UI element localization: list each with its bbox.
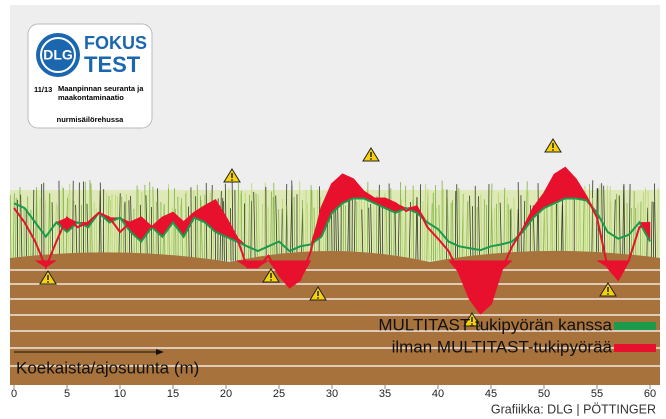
warning-dot [270, 279, 272, 281]
logo-subtitle: Maanpinnan seuranta ja maakontaminaatio [58, 84, 146, 102]
legend-swatch [614, 344, 656, 352]
x-tick-label: 60 [644, 388, 656, 400]
x-tick-label: 35 [379, 388, 391, 400]
x-tick-label: 50 [538, 388, 550, 400]
grass-blade [46, 200, 47, 262]
source: Grafiikka: DLG | PÖTTINGER [491, 402, 656, 416]
x-tick-label: 20 [220, 388, 232, 400]
x-tick-label: 5 [64, 388, 70, 400]
logo-mark: DLG [43, 47, 73, 63]
warning-dot [47, 281, 49, 283]
logo-subtitle2: nurmisäilörehussa [57, 115, 125, 124]
logo-fokus: FOKUS [84, 33, 147, 53]
x-tick-label: 0 [11, 388, 17, 400]
x-tick-label: 25 [273, 388, 285, 400]
x-tick-label: 30 [326, 388, 338, 400]
logo-test: TEST [84, 52, 141, 77]
logo-sub-wrap: Maanpinnan seuranta ja maakontaminaatio [58, 84, 146, 108]
warning-dot [370, 158, 372, 160]
legend-swatch [614, 322, 656, 330]
warning-dot [607, 293, 609, 295]
x-tick-label: 40 [432, 388, 444, 400]
chart: DLG FOKUS TEST 11/13 Maanpinnan seuranta… [0, 0, 666, 419]
x-tick-label: 45 [485, 388, 497, 400]
grass-blade [382, 199, 383, 262]
grass-blade [312, 190, 313, 262]
warning-dot [317, 297, 319, 299]
logo-issue: 11/13 [34, 85, 52, 94]
grass-blade [240, 194, 241, 262]
warning-dot [231, 179, 233, 181]
warning-dot [552, 149, 554, 151]
legend-label: ilman MULTITAST-tukipyörää [392, 337, 613, 356]
legend-label: MULTITAST-tukipyörän kanssa [378, 315, 612, 334]
x-tick-label: 10 [114, 388, 126, 400]
x-axis-label: Koekaista/ajosuunta (m) [16, 358, 199, 377]
grass-blade [235, 190, 236, 262]
x-tick-label: 15 [167, 388, 179, 400]
x-tick-label: 55 [591, 388, 603, 400]
